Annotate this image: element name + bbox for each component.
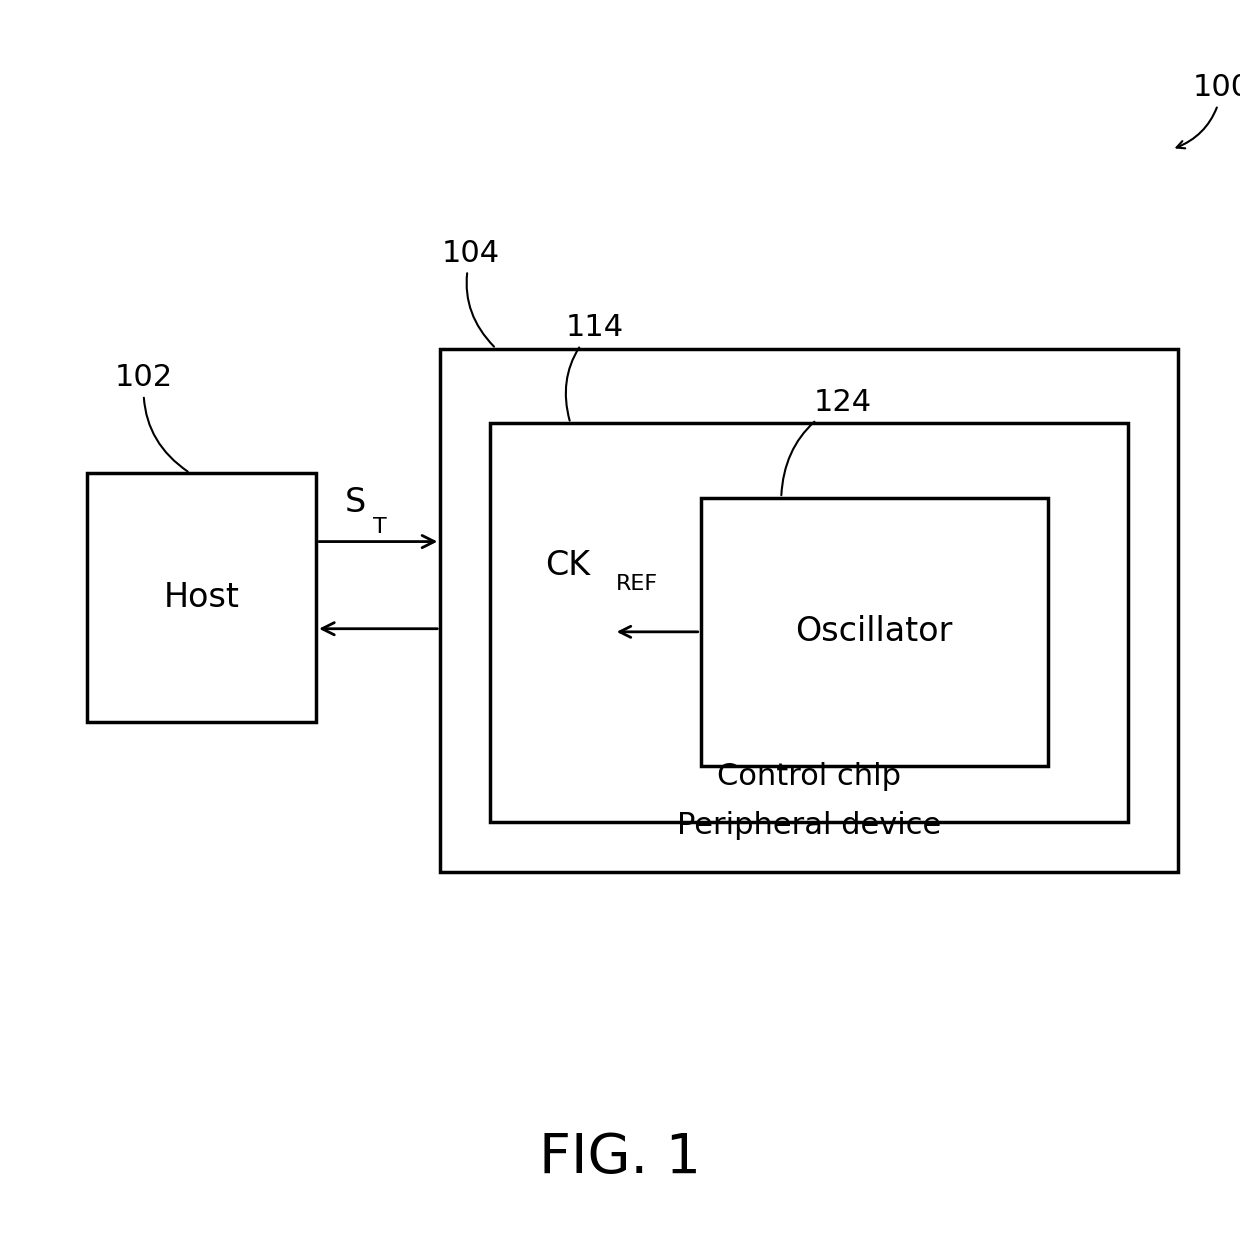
Text: 104: 104	[443, 239, 500, 346]
Text: Host: Host	[164, 581, 239, 614]
Bar	[490, 423, 1128, 822]
Text: REF: REF	[616, 574, 658, 594]
Text: FIG. 1: FIG. 1	[539, 1130, 701, 1185]
Text: 100: 100	[1177, 73, 1240, 148]
Text: S: S	[345, 486, 366, 519]
Text: 124: 124	[781, 388, 872, 496]
Text: Control chip: Control chip	[717, 762, 901, 791]
Bar	[87, 473, 316, 722]
Text: CK: CK	[546, 549, 590, 581]
Text: T: T	[373, 517, 387, 537]
Text: 102: 102	[115, 364, 187, 472]
Text: Oscillator: Oscillator	[796, 615, 952, 649]
Text: 114: 114	[565, 314, 624, 421]
Bar	[701, 498, 1048, 766]
Bar	[440, 349, 1178, 871]
Text: Peripheral device: Peripheral device	[677, 812, 941, 840]
